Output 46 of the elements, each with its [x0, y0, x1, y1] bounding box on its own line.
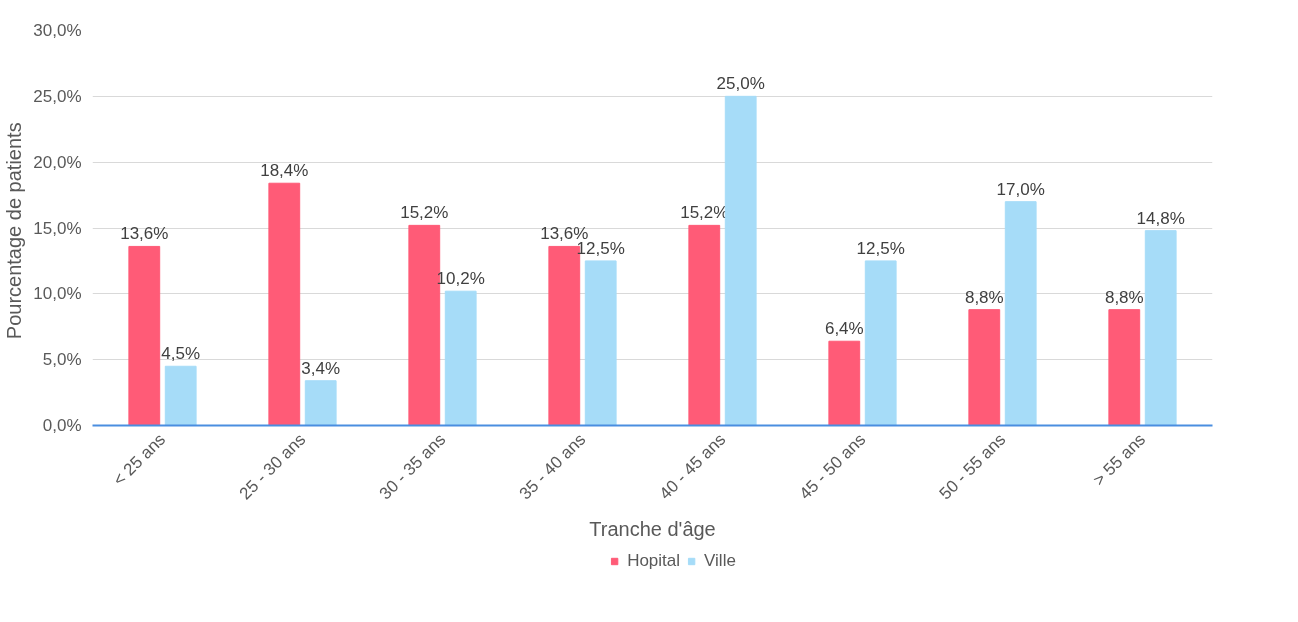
- bar: [864, 260, 897, 426]
- data-label: 17,0%: [996, 179, 1045, 199]
- bar: [164, 365, 197, 426]
- bar: [724, 95, 757, 426]
- data-label: 4,5%: [161, 344, 201, 364]
- y-tick-label: 15,0%: [33, 218, 82, 238]
- x-tick-label: > 55 ans: [1089, 429, 1150, 490]
- bar: [1108, 309, 1141, 426]
- bar: [968, 309, 1001, 426]
- y-tick-label: 5,0%: [42, 350, 82, 370]
- y-tick-label: 25,0%: [33, 86, 82, 106]
- data-label: 18,4%: [260, 161, 309, 181]
- x-tick-label: 25 - 30 ans: [235, 429, 310, 504]
- data-label: 6,4%: [824, 319, 864, 339]
- bar: [1144, 230, 1177, 426]
- x-tick-label: 40 - 45 ans: [655, 429, 730, 504]
- legend-label: Ville: [704, 551, 736, 571]
- x-tick-label: < 25 ans: [109, 429, 170, 490]
- y-tick-label: 30,0%: [33, 21, 82, 40]
- legend-label: Hopital: [627, 551, 681, 571]
- data-label: 25,0%: [716, 74, 765, 94]
- bar: [688, 224, 721, 426]
- data-label: 8,8%: [964, 287, 1004, 307]
- data-label: 12,5%: [576, 238, 625, 258]
- x-tick-label: 45 - 50 ans: [795, 429, 870, 504]
- bar: [304, 380, 337, 426]
- y-axis-title: Pourcentage de patients: [3, 122, 26, 340]
- x-tick-label: 50 - 55 ans: [935, 429, 1010, 504]
- y-tick-label: 0,0%: [42, 416, 82, 435]
- bar: [828, 340, 861, 426]
- data-label: 8,8%: [1104, 287, 1144, 307]
- y-tick-label: 20,0%: [33, 152, 82, 172]
- y-tick-label: 10,0%: [33, 284, 82, 304]
- data-label: 12,5%: [856, 238, 905, 258]
- data-label: 13,6%: [120, 224, 169, 244]
- bar: [1004, 201, 1037, 426]
- x-tick-label: 35 - 40 ans: [515, 429, 590, 504]
- bar: [584, 260, 617, 426]
- data-label: 15,2%: [400, 203, 449, 223]
- data-label: 3,4%: [301, 358, 341, 378]
- x-axis-title: Tranche d'âge: [589, 518, 716, 541]
- bar: [268, 182, 301, 426]
- x-tick-label: 30 - 35 ans: [375, 429, 450, 504]
- bar: [444, 290, 477, 426]
- bar: [128, 245, 161, 426]
- data-label: 14,8%: [1136, 208, 1185, 228]
